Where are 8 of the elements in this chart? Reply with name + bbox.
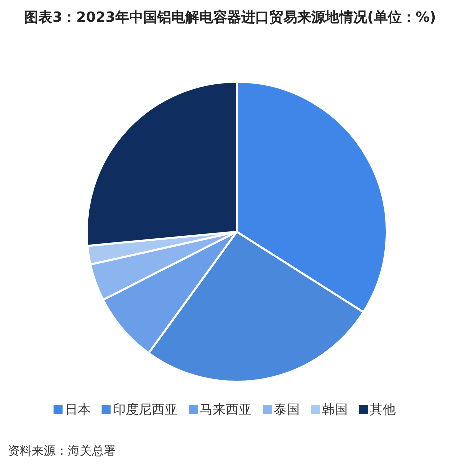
legend-label: 印度尼西亚 [112, 402, 178, 418]
legend-label: 其他 [370, 403, 396, 418]
text: 资料来源：海关总署 [8, 444, 116, 458]
legend-label: 马来西亚 [200, 403, 252, 418]
chart-title: 图表3：2023年中国铝电解电容器进口贸易来源地情况(单位：%) [24, 9, 436, 26]
legend-label: 韩国 [322, 403, 348, 418]
legend-label: 泰国 [274, 403, 300, 418]
legend-label: 日本 [64, 403, 91, 418]
